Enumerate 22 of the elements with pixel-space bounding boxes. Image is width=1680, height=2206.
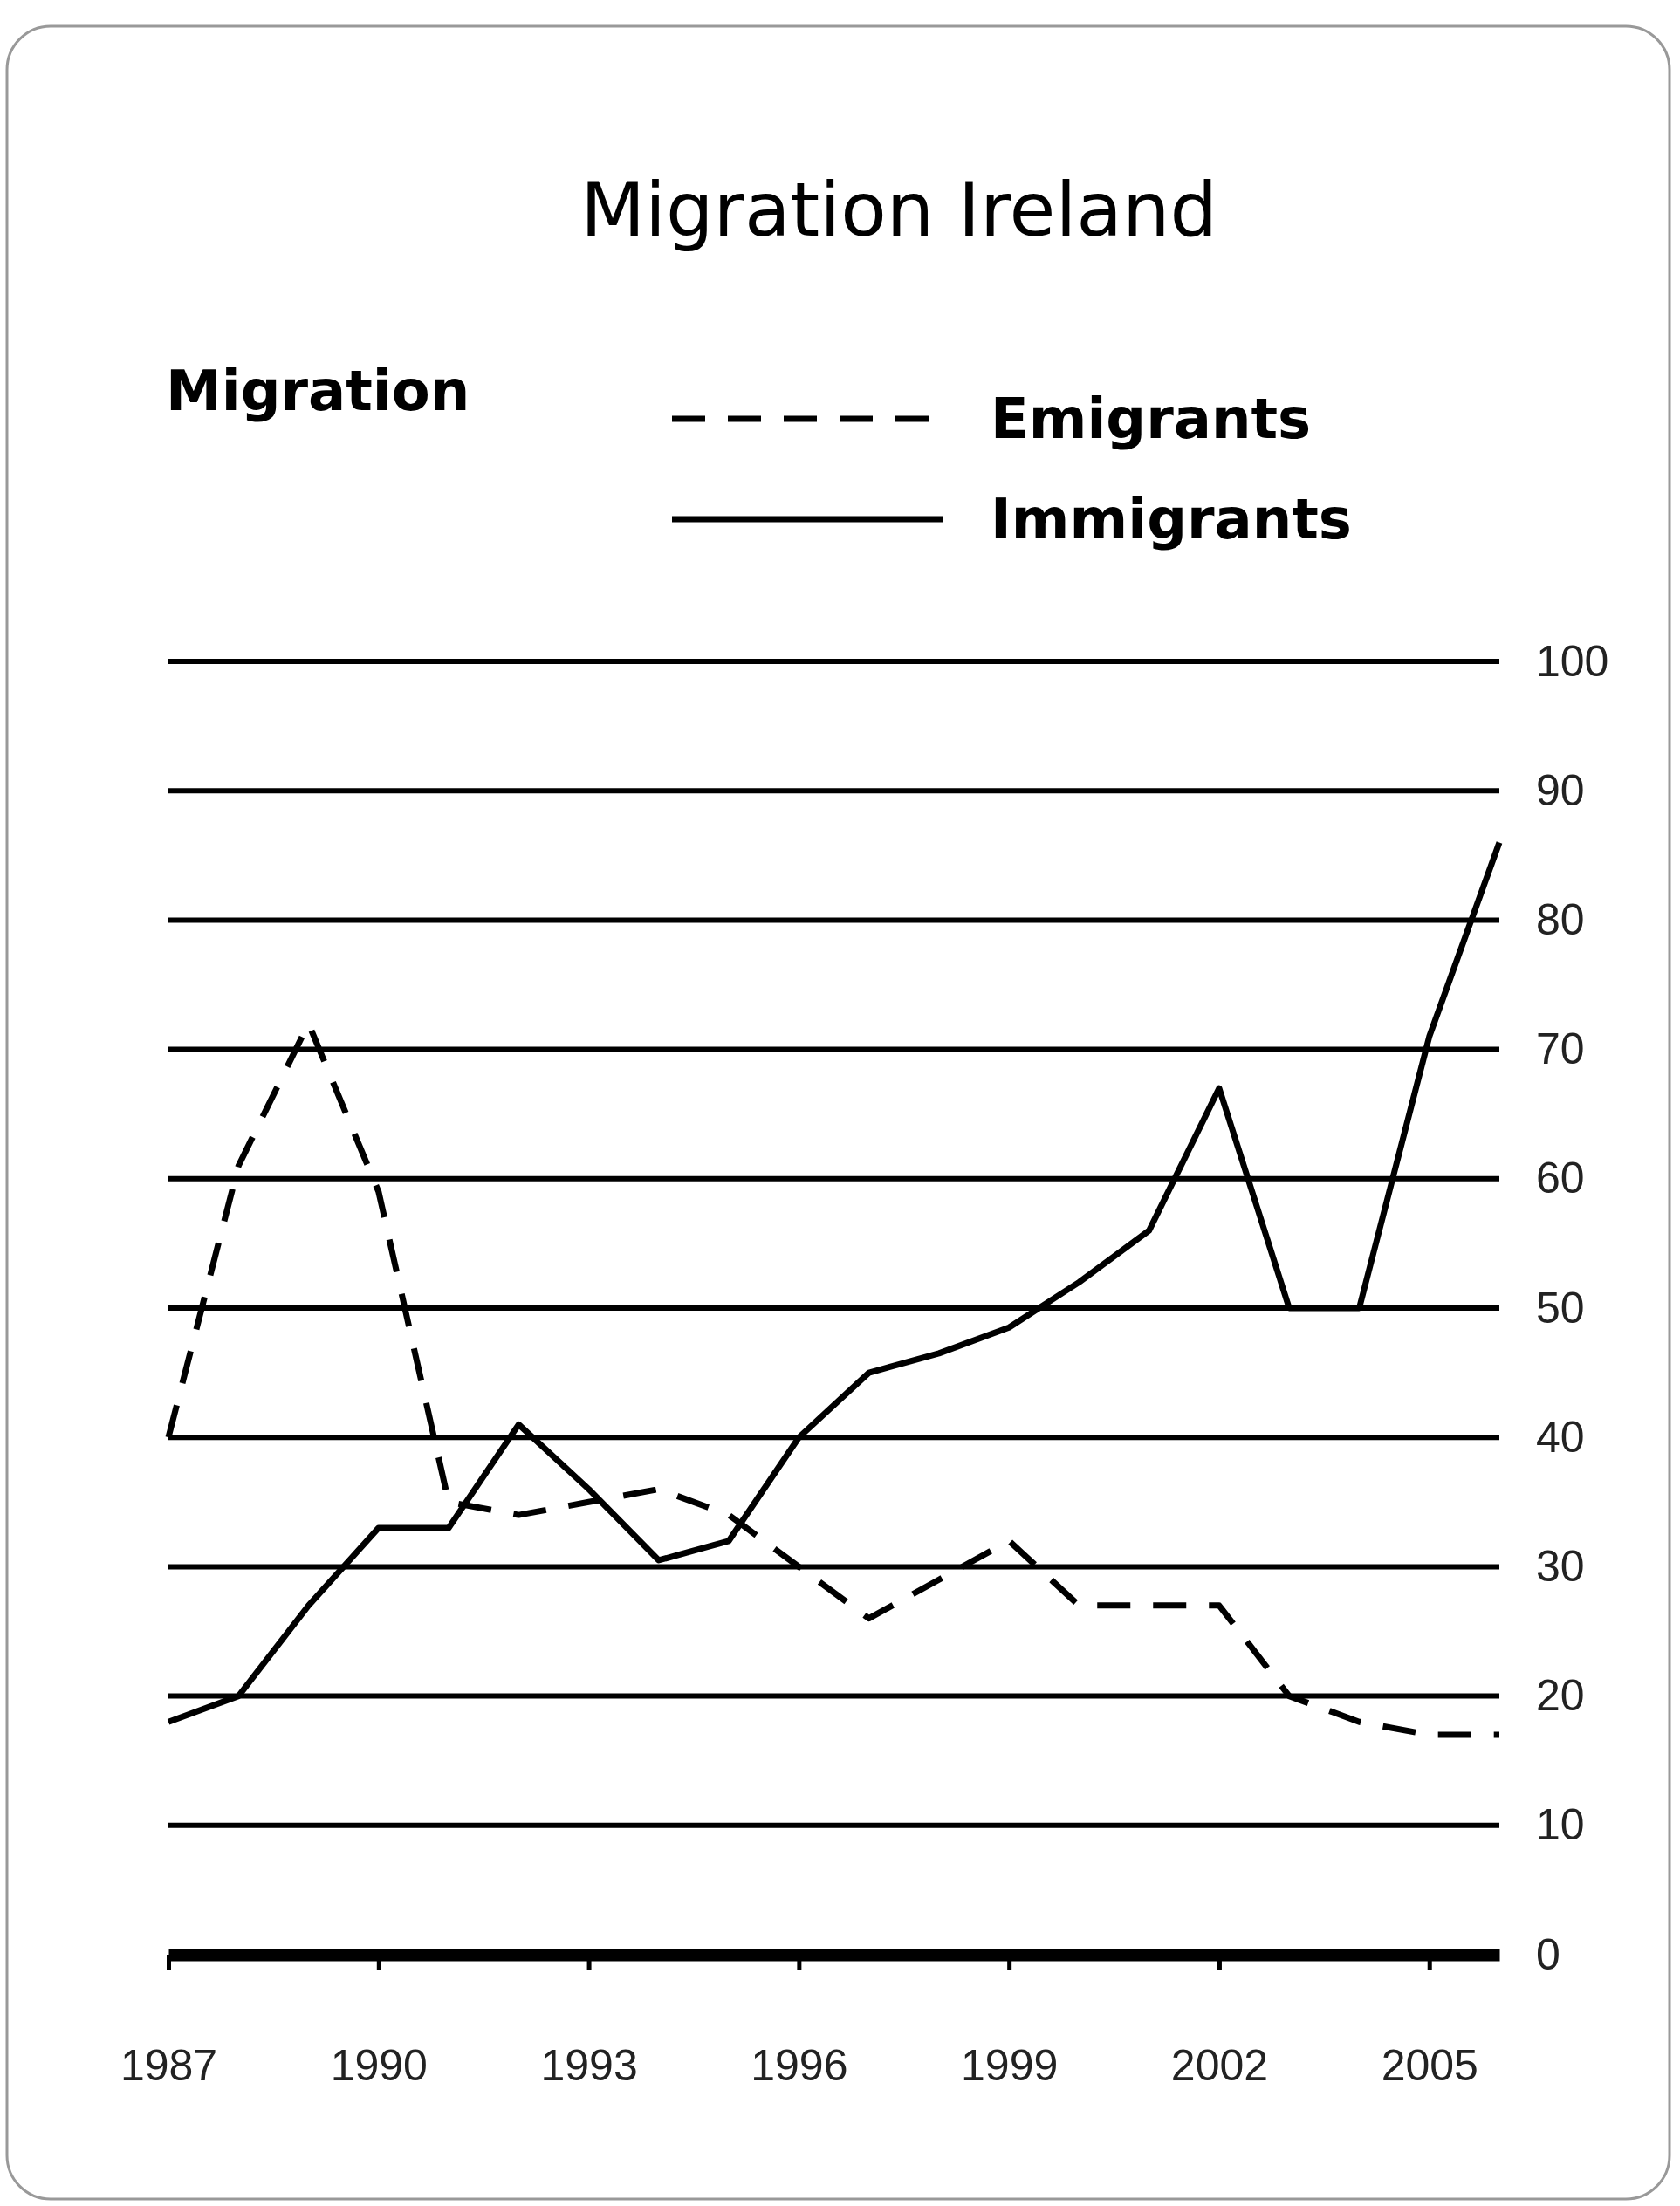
- x-tick-label: 2005: [1381, 2040, 1478, 2090]
- x-tick-label: 2002: [1170, 2040, 1269, 2090]
- y-tick-label: 90: [1536, 765, 1585, 815]
- legend-label: Immigrants: [991, 487, 1352, 552]
- y-tick-label: 50: [1536, 1283, 1585, 1333]
- y-tick-label: 60: [1536, 1154, 1585, 1203]
- y-tick-label: 10: [1536, 1800, 1585, 1850]
- y-tick-label: 20: [1536, 1671, 1585, 1721]
- x-tick-label: 1987: [120, 2040, 218, 2090]
- x-tick-label: 1990: [330, 2040, 428, 2090]
- y-axis-title: Migration: [166, 359, 470, 423]
- y-tick-label: 30: [1536, 1541, 1585, 1591]
- y-tick-label: 80: [1536, 894, 1585, 944]
- x-tick-label: 1993: [540, 2040, 638, 2090]
- y-tick-label: 40: [1536, 1412, 1585, 1462]
- x-tick-label: 1996: [751, 2040, 848, 2090]
- y-tick-label: 100: [1536, 636, 1609, 686]
- y-tick-label: 70: [1536, 1024, 1585, 1074]
- chart-title: Migration Ireland: [579, 166, 1218, 253]
- y-tick-label: 0: [1536, 1929, 1560, 1979]
- x-tick-label: 1999: [961, 2040, 1059, 2090]
- legend-label: Emigrants: [991, 387, 1312, 451]
